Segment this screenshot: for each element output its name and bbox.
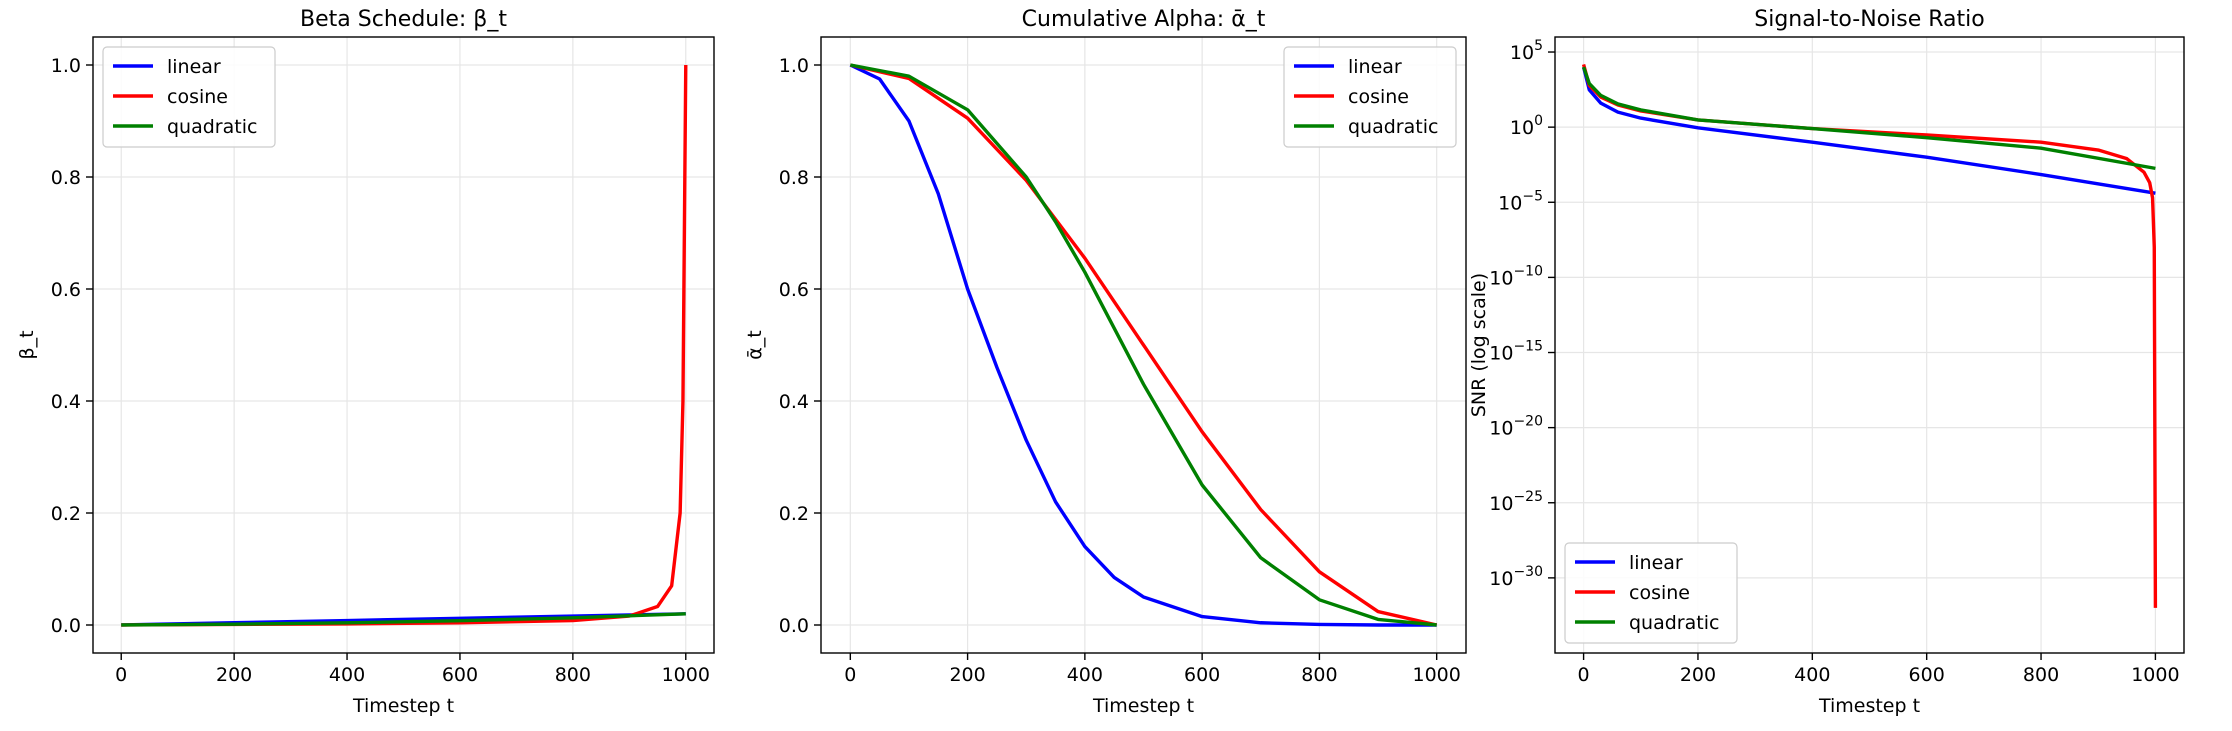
y-tick-label: 1.0 xyxy=(51,55,81,77)
x-tick-label: 600 xyxy=(1909,664,1945,686)
y-tick-label: 0.2 xyxy=(51,503,81,525)
y-tick-label: 10−15 xyxy=(1489,339,1543,365)
legend-label-linear: linear xyxy=(167,56,221,78)
y-tick-label: 0.4 xyxy=(51,391,81,413)
legend-label-cosine: cosine xyxy=(1629,582,1690,604)
x-tick-label: 200 xyxy=(216,664,252,686)
series-line-linear xyxy=(1581,66,2156,195)
legend-label-quadratic: quadratic xyxy=(1348,116,1438,138)
axes-frame xyxy=(820,36,1467,654)
series-line-quadratic xyxy=(850,63,1437,627)
axes-frame xyxy=(1554,36,2185,654)
x-tick-label: 0 xyxy=(1578,664,1590,686)
legend: linear cosine quadratic xyxy=(1283,46,1457,148)
legend-label-linear: linear xyxy=(1348,56,1402,78)
series-line-linear xyxy=(849,63,1437,627)
x-tick-label: 800 xyxy=(1301,664,1337,686)
x-tick-label: 1000 xyxy=(1413,664,1461,686)
x-tick-label: 0 xyxy=(844,664,856,686)
chart-title: Signal-to-Noise Ratio xyxy=(1754,7,1984,32)
legend-label-quadratic: quadratic xyxy=(1629,612,1719,634)
y-tick-label: 105 xyxy=(1510,38,1543,64)
legend-box xyxy=(1283,46,1457,148)
legend: linear cosine quadratic xyxy=(102,46,276,148)
chart-panel-3: 0 200 400 600 800 1000 105 100 10−5 10−10 10−15 10−… xyxy=(1468,7,2185,717)
x-tick-label: 400 xyxy=(329,664,365,686)
x-tick-label: 0 xyxy=(115,664,127,686)
chart-title: Cumulative Alpha: ᾱ_t xyxy=(1022,7,1266,32)
legend-label-cosine: cosine xyxy=(167,86,228,108)
y-tick-label: 0.2 xyxy=(779,503,809,525)
y-tick-label: 0.6 xyxy=(51,279,81,301)
x-tick-label: 1000 xyxy=(662,664,710,686)
y-tick-label: 0.0 xyxy=(51,615,81,637)
y-axis-label: SNR (log scale) xyxy=(1468,273,1490,417)
x-tick-label: 800 xyxy=(555,664,591,686)
x-tick-label: 800 xyxy=(2023,664,2059,686)
series-line-cosine xyxy=(849,63,1438,627)
chart-panel-2: 0 200 400 600 800 1000 0.0 0.2 0.4 0.6 0.8 1.0 Cumul… xyxy=(744,7,1467,717)
legend: linear cosine quadratic xyxy=(1564,542,1738,644)
x-tick-label: 200 xyxy=(949,664,985,686)
y-tick-label: 10−5 xyxy=(1498,188,1543,214)
legend-box xyxy=(102,46,276,148)
x-tick-label: 600 xyxy=(1184,664,1220,686)
legend-box xyxy=(1564,542,1738,644)
y-tick-label: 0.6 xyxy=(779,279,809,301)
series-line-cosine xyxy=(121,64,688,627)
legend-label-linear: linear xyxy=(1629,552,1683,574)
y-tick-label: 10−25 xyxy=(1489,489,1543,515)
legend-label-cosine: cosine xyxy=(1348,86,1409,108)
y-tick-label: 0.0 xyxy=(779,615,809,637)
y-tick-label: 10−20 xyxy=(1489,414,1543,440)
chart-panel-1: 0 200 400 600 800 1000 0.0 0.2 0.4 0.6 0.8 1.0 Beta … xyxy=(16,7,715,717)
x-tick-label: 200 xyxy=(1680,664,1716,686)
y-axis-label: ᾱ_t xyxy=(744,330,766,359)
y-tick-label: 10−30 xyxy=(1489,564,1543,590)
y-tick-label: 0.8 xyxy=(51,167,81,189)
series-line-quadratic xyxy=(121,612,686,627)
x-tick-label: 400 xyxy=(1067,664,1103,686)
axes-frame xyxy=(92,36,715,654)
legend-label-quadratic: quadratic xyxy=(167,116,257,138)
y-axis-label: β_t xyxy=(16,330,38,359)
y-tick-label: 100 xyxy=(1510,113,1543,139)
series-line-quadratic xyxy=(1581,66,2156,171)
x-tick-label: 1000 xyxy=(2131,664,2179,686)
x-tick-label: 400 xyxy=(1794,664,1830,686)
y-tick-label: 10−10 xyxy=(1489,263,1543,289)
x-axis-label: Timestep t xyxy=(1092,695,1194,717)
y-tick-label: 1.0 xyxy=(779,55,809,77)
y-tick-label: 0.8 xyxy=(779,167,809,189)
x-tick-label: 600 xyxy=(442,664,478,686)
chart-title: Beta Schedule: β_t xyxy=(300,7,507,32)
x-axis-label: Timestep t xyxy=(1818,695,1920,717)
x-axis-label: Timestep t xyxy=(352,695,454,717)
y-tick-label: 0.4 xyxy=(779,391,809,413)
series-line-cosine xyxy=(1581,63,2158,608)
